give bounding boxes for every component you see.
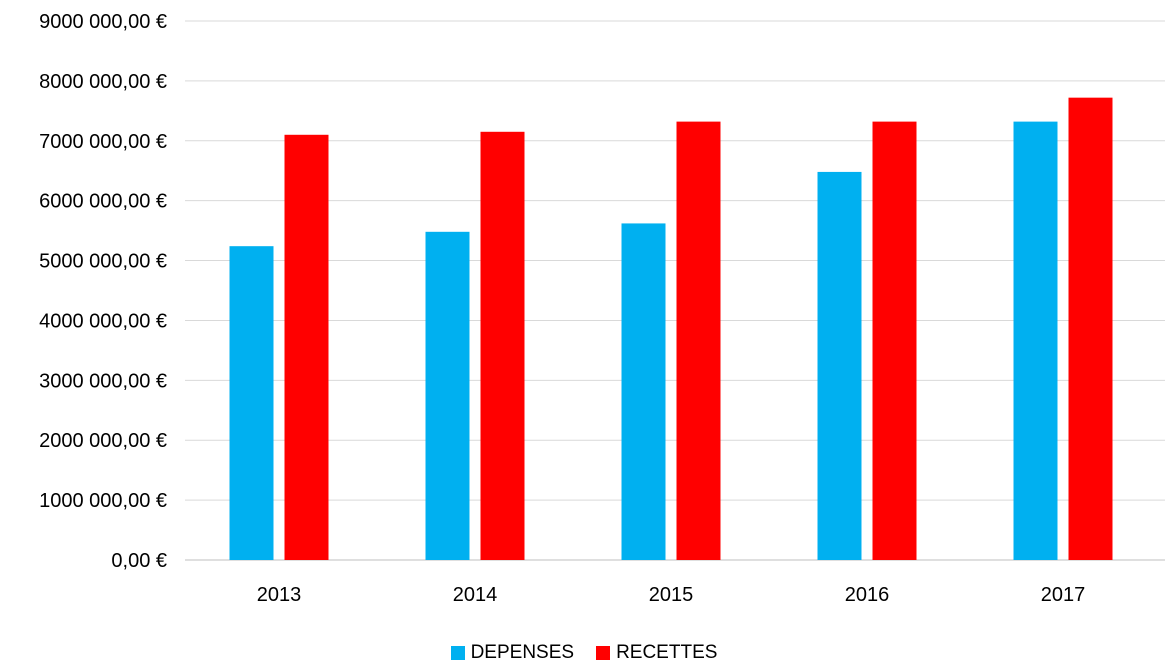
bar-depenses-2017 <box>1013 121 1058 560</box>
legend-item-recettes: RECETTES <box>596 642 717 664</box>
y-tick-label: 7000 000,00 € <box>39 131 167 153</box>
bar-recettes-2013 <box>284 134 329 561</box>
bar-depenses-2016 <box>817 171 862 561</box>
y-tick-label: 9000 000,00 € <box>39 11 167 33</box>
bar-depenses-2014 <box>425 231 470 560</box>
bar-recettes-2017 <box>1068 97 1113 560</box>
legend-swatch-recettes <box>596 646 611 660</box>
x-tick-label: 2013 <box>257 584 302 606</box>
y-tick-label: 2000 000,00 € <box>39 430 167 452</box>
legend-label-depenses: DEPENSES <box>470 642 575 663</box>
y-tick-label: 3000 000,00 € <box>39 370 167 392</box>
y-tick-label: 5000 000,00 € <box>39 251 167 273</box>
bar-recettes-2016 <box>872 121 917 560</box>
bar-recettes-2014 <box>480 131 525 561</box>
y-tick-label: 1000 000,00 € <box>39 490 167 512</box>
y-tick-label: 4000 000,00 € <box>39 310 167 332</box>
bar-recettes-2015 <box>676 121 721 560</box>
legend-item-depenses: DEPENSES <box>450 642 575 664</box>
legend-label-recettes: RECETTES <box>616 642 718 663</box>
y-tick-label: 6000 000,00 € <box>39 191 167 213</box>
y-tick-label: 8000 000,00 € <box>39 71 167 93</box>
bar-depenses-2013 <box>229 246 274 560</box>
bar-depenses-2015 <box>621 223 666 560</box>
y-tick-label: 0,00 € <box>111 550 167 572</box>
legend: DEPENSES RECETTES <box>0 640 1168 666</box>
x-tick-label: 2015 <box>649 584 694 606</box>
x-tick-label: 2016 <box>845 584 890 606</box>
x-tick-label: 2017 <box>1041 584 1086 606</box>
legend-swatch-depenses <box>450 646 465 660</box>
bar-chart: 0,00 € 1000 000,00 € 2000 000,00 € 3000 000… <box>39 11 1165 606</box>
x-tick-label: 2014 <box>453 584 498 606</box>
